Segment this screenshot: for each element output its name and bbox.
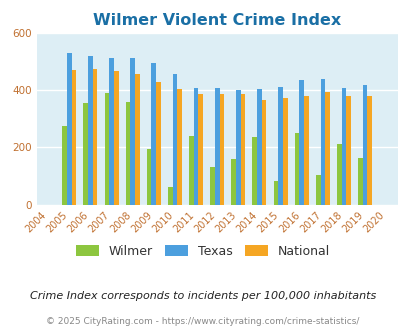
Bar xyxy=(126,102,130,205)
Bar xyxy=(240,94,245,205)
Bar xyxy=(172,75,177,205)
Bar xyxy=(135,74,139,205)
Text: © 2025 CityRating.com - https://www.cityrating.com/crime-statistics/: © 2025 CityRating.com - https://www.city… xyxy=(46,317,359,326)
Bar xyxy=(336,144,341,205)
Bar xyxy=(235,90,240,205)
Bar xyxy=(210,167,214,205)
Bar xyxy=(252,137,256,205)
Bar xyxy=(256,89,261,205)
Bar xyxy=(362,85,367,205)
Bar xyxy=(219,94,224,205)
Bar xyxy=(214,88,219,205)
Bar xyxy=(71,70,76,205)
Title: Wilmer Violent Crime Index: Wilmer Violent Crime Index xyxy=(93,13,341,28)
Bar xyxy=(261,100,266,205)
Bar xyxy=(193,88,198,205)
Bar xyxy=(273,181,277,205)
Bar xyxy=(151,63,156,205)
Bar xyxy=(345,96,350,205)
Text: Crime Index corresponds to incidents per 100,000 inhabitants: Crime Index corresponds to incidents per… xyxy=(30,291,375,301)
Bar xyxy=(282,98,287,205)
Bar xyxy=(303,96,308,205)
Bar xyxy=(177,89,181,205)
Bar xyxy=(104,93,109,205)
Bar xyxy=(147,149,151,205)
Bar xyxy=(109,58,113,205)
Bar xyxy=(92,69,97,205)
Legend: Wilmer, Texas, National: Wilmer, Texas, National xyxy=(76,245,329,258)
Bar xyxy=(198,94,202,205)
Bar xyxy=(277,87,282,205)
Bar xyxy=(357,158,362,205)
Bar xyxy=(88,56,92,205)
Bar xyxy=(130,58,135,205)
Bar xyxy=(231,159,235,205)
Bar xyxy=(62,126,67,205)
Bar xyxy=(341,88,345,205)
Bar xyxy=(294,133,298,205)
Bar xyxy=(367,96,371,205)
Bar xyxy=(324,92,329,205)
Bar xyxy=(83,103,88,205)
Bar xyxy=(156,82,160,205)
Bar xyxy=(113,71,118,205)
Bar xyxy=(320,79,324,205)
Bar xyxy=(168,187,172,205)
Bar xyxy=(298,80,303,205)
Bar xyxy=(189,136,193,205)
Bar xyxy=(67,53,71,205)
Bar xyxy=(315,175,320,205)
